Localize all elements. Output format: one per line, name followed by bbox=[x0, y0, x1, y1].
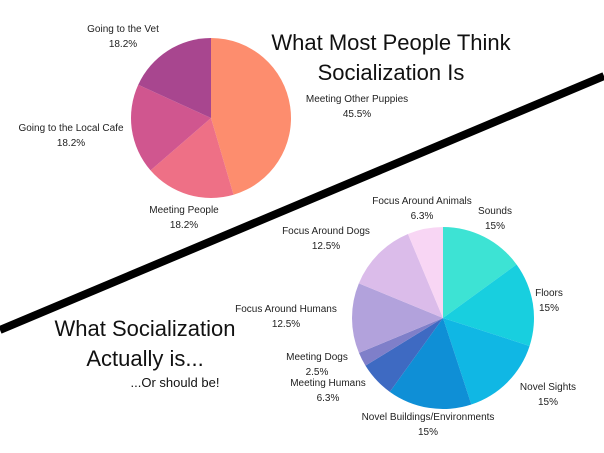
slice-label-meeting-dogs: Meeting Dogs bbox=[286, 352, 348, 363]
pie-slice-going-to-the-local-cafe bbox=[131, 84, 211, 171]
slice-label-sounds: Sounds bbox=[478, 206, 512, 217]
pie-slice-meeting-people bbox=[150, 118, 234, 199]
slice-value-novel-buildings-environments: 15% bbox=[418, 427, 438, 438]
pie-slice-meeting-dogs bbox=[358, 318, 443, 366]
slice-value-meeting-dogs: 2.5% bbox=[306, 367, 329, 378]
chart1-title-line2: Socialization Is bbox=[318, 60, 465, 85]
slice-value-meeting-other-puppies: 45.5% bbox=[343, 109, 371, 120]
slice-value-meeting-people: 18.2% bbox=[170, 220, 198, 231]
pie-slice-floors bbox=[443, 264, 534, 346]
slice-label-going-to-the-local-cafe: Going to the Local Cafe bbox=[18, 123, 124, 134]
pie-chart-reality: Sounds 15% Floors 15% Novel Sights 15% Novel B… bbox=[235, 196, 576, 438]
pie-chart-perception: Meeting Other Puppies 45.5% Meeting People… bbox=[18, 24, 408, 231]
pie-slice-focus-around-humans bbox=[352, 283, 443, 353]
slice-label-meeting-humans: Meeting Humans bbox=[290, 378, 366, 389]
slice-value-focus-around-animals: 6.3% bbox=[411, 211, 434, 222]
slice-value-floors: 15% bbox=[539, 303, 559, 314]
diagonal-divider bbox=[0, 72, 604, 334]
slice-value-going-to-the-vet: 18.2% bbox=[109, 39, 137, 50]
chart2-subtitle: ...Or should be! bbox=[131, 375, 220, 390]
pie-slice-novel-sights bbox=[443, 318, 530, 405]
chart1-title-line1: What Most People Think bbox=[271, 30, 511, 55]
pie-slice-focus-around-dogs bbox=[358, 234, 443, 318]
slice-label-novel-sights: Novel Sights bbox=[520, 382, 576, 393]
chart2-title-line1: What Socialization bbox=[55, 316, 236, 341]
slice-value-novel-sights: 15% bbox=[538, 397, 558, 408]
slice-label-novel-buildings-environments: Novel Buildings/Environments bbox=[362, 412, 495, 423]
slice-label-focus-around-animals: Focus Around Animals bbox=[372, 196, 472, 207]
pie-slice-meeting-humans bbox=[365, 318, 443, 392]
slice-label-floors: Floors bbox=[535, 288, 563, 299]
pie-slice-novel-buildings-environments bbox=[389, 318, 472, 409]
pie-slice-meeting-other-puppies bbox=[211, 38, 291, 195]
pie-slice-sounds bbox=[443, 227, 517, 318]
slice-value-going-to-the-local-cafe: 18.2% bbox=[57, 138, 85, 149]
slice-value-focus-around-humans: 12.5% bbox=[272, 319, 300, 330]
pie-slice-going-to-the-vet bbox=[138, 38, 211, 118]
slice-label-going-to-the-vet: Going to the Vet bbox=[87, 24, 159, 35]
chart2-title-line2: Actually is... bbox=[86, 346, 203, 371]
slice-value-sounds: 15% bbox=[485, 221, 505, 232]
pie-slice-focus-around-animals bbox=[407, 227, 443, 318]
slice-value-meeting-humans: 6.3% bbox=[317, 393, 340, 404]
slice-label-meeting-people: Meeting People bbox=[149, 205, 219, 216]
slice-label-meeting-other-puppies: Meeting Other Puppies bbox=[306, 94, 408, 105]
slice-label-focus-around-humans: Focus Around Humans bbox=[235, 304, 337, 315]
slice-label-focus-around-dogs: Focus Around Dogs bbox=[282, 226, 370, 237]
slice-value-focus-around-dogs: 12.5% bbox=[312, 241, 340, 252]
